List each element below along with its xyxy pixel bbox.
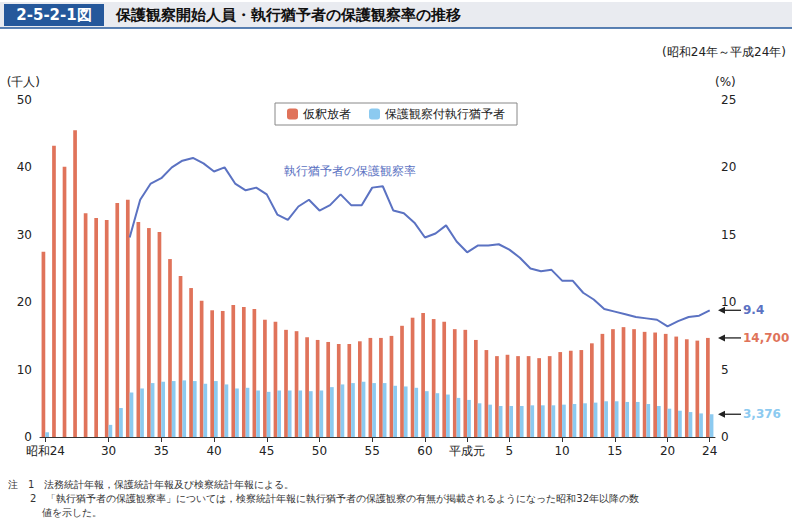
svg-text:10: 10 <box>17 363 32 377</box>
svg-text:2 「執行猶予者の保護観察率」については，検察統計年報に執行: 2 「執行猶予者の保護観察率」については，検察統計年報に執行猶予者の保護観察の有… <box>30 493 639 504</box>
svg-text:昭和24: 昭和24 <box>26 444 65 458</box>
svg-text:(昭和24年～平成24年): (昭和24年～平成24年) <box>662 45 786 59</box>
svg-text:15: 15 <box>607 444 622 458</box>
svg-text:(千人): (千人) <box>7 75 40 89</box>
svg-text:35: 35 <box>154 444 169 458</box>
svg-text:45: 45 <box>259 444 274 458</box>
svg-text:20: 20 <box>721 160 736 174</box>
svg-text:14,700: 14,700 <box>743 331 789 345</box>
svg-text:5: 5 <box>506 444 514 458</box>
svg-text:5: 5 <box>721 363 729 377</box>
svg-text:仮釈放者: 仮釈放者 <box>302 107 351 121</box>
svg-text:執行猶予者の保護観察率: 執行猶予者の保護観察率 <box>284 164 416 178</box>
svg-text:20: 20 <box>17 295 32 309</box>
svg-text:0: 0 <box>24 430 32 444</box>
svg-text:25: 25 <box>721 93 736 107</box>
svg-text:24: 24 <box>702 444 717 458</box>
svg-text:保護観察開始人員・執行猶予者の保護観察率の推移: 保護観察開始人員・執行猶予者の保護観察率の推移 <box>115 6 461 24</box>
svg-text:50: 50 <box>17 93 32 107</box>
svg-text:平成元: 平成元 <box>449 444 485 458</box>
svg-text:55: 55 <box>365 444 380 458</box>
svg-text:9.4: 9.4 <box>743 303 764 317</box>
svg-text:注 1 法務統計年報，保護統計年報及び検察統計年報による。: 注 1 法務統計年報，保護統計年報及び検察統計年報による。 <box>8 479 294 490</box>
svg-text:60: 60 <box>417 444 432 458</box>
svg-text:40: 40 <box>17 160 32 174</box>
svg-text:30: 30 <box>101 444 116 458</box>
svg-text:15: 15 <box>721 228 736 242</box>
svg-text:20: 20 <box>660 444 675 458</box>
svg-text:40: 40 <box>206 444 221 458</box>
svg-text:10: 10 <box>554 444 569 458</box>
svg-text:2-5-2-1図: 2-5-2-1図 <box>16 6 91 24</box>
svg-text:10: 10 <box>721 295 736 309</box>
svg-text:3,376: 3,376 <box>743 407 781 421</box>
svg-text:値を示した。: 値を示した。 <box>42 507 102 518</box>
svg-text:50: 50 <box>312 444 327 458</box>
svg-text:(%): (%) <box>715 75 736 89</box>
svg-text:0: 0 <box>721 430 729 444</box>
svg-text:30: 30 <box>17 228 32 242</box>
svg-text:保護観察付執行猶予者: 保護観察付執行猶予者 <box>385 107 505 121</box>
